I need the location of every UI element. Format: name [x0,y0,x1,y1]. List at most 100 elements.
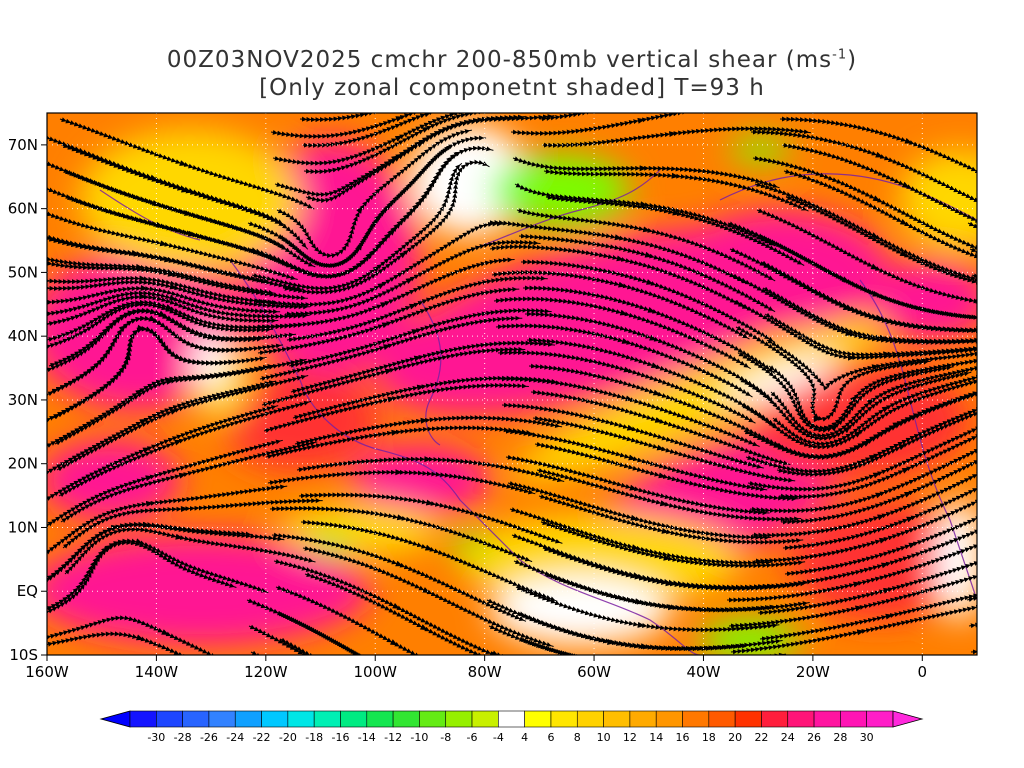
streamline [996,557,1024,587]
colorbar-label: -6 [467,731,478,744]
colorbar-swatch [682,710,710,728]
colorbar-swatch [840,710,867,728]
streamline-arrow [145,475,153,482]
lat-tick-label: 30N [8,391,38,409]
streamline [971,269,977,293]
colorbar-label: 28 [833,731,847,744]
lon-tick-label: 60W [577,663,611,681]
lon-tick-label: 0 [918,663,928,681]
streamline [1005,274,1024,315]
colorbar-label: 10 [597,731,611,744]
streamline-arrow [424,456,432,463]
streamline [1020,119,1024,175]
colorbar-swatch [813,710,841,728]
streamline-arrow [111,524,119,531]
lat-tick-label: 60N [8,200,38,218]
map-frame [46,112,978,656]
streamline [1009,292,1024,366]
streamline-arrow [124,352,131,360]
colorbar-label: -14 [358,731,376,744]
lat-tick-label: 20N [8,455,38,473]
streamline-arrow [424,94,432,100]
streamline [1007,282,1024,340]
colorbar-swatch [734,710,762,728]
chart-title-line1: 00Z03NOV2025 cmchr 200-850mb vertical sh… [0,47,1024,73]
streamline [992,426,1024,535]
streamline-arrow [396,514,405,521]
streamline-arrow [391,429,399,436]
colorbar-swatch [261,710,289,728]
streamline-arrow [645,662,652,668]
lat-tick-label: 50N [8,263,38,281]
colorbar-swatch [708,710,736,728]
title-superscript: -1 [832,47,848,63]
streamline-arrow [420,417,428,424]
streamline [994,482,1024,561]
colorbar-high-triangle [892,710,924,728]
streamline [995,184,1024,232]
lat-tick-label: 10N [8,518,38,536]
lon-tick-label: 80W [468,663,502,681]
colorbar-low-triangle [99,710,131,728]
colorbar-swatch [156,710,183,728]
lat-lon-gridlines [47,113,977,655]
streamline [539,113,800,122]
streamline-arrow [384,368,393,375]
lon-tick-label: 160W [25,663,69,681]
streamline [993,158,1024,216]
colorbar-swatch [287,710,315,728]
lat-tick-label: 70N [8,136,38,154]
streamline [988,363,1024,483]
colorbar-swatch [498,710,525,728]
colorbar-label: 22 [754,731,768,744]
colorbar-swatch [524,710,552,728]
colorbar-swatch [550,710,578,728]
streamline-arrow [664,89,672,95]
streamline [991,132,1024,196]
colorbar-label: -26 [200,731,218,744]
lat-tick-label: 10S [9,646,38,664]
streamline [986,342,1024,457]
colorbar-label: -8 [440,731,451,744]
streamline-arrow [637,117,645,124]
streamline [970,647,977,655]
lat-tick-label: EQ [17,582,38,600]
lon-tick-label: 100W [354,663,398,681]
colorbar-swatch [445,710,473,728]
colorbar-swatch [182,710,210,728]
colorbar-label: 14 [649,731,663,744]
streamline-arrow [669,131,677,137]
streamline [1017,352,1024,470]
colorbar-swatch [866,710,894,728]
colorbar-label: -30 [147,731,165,744]
colorbar-label: -4 [493,731,504,744]
colorbar-label: 20 [728,731,742,744]
colorbar-label: 26 [807,731,821,744]
lon-tick-label: 140W [135,663,179,681]
colorbar: -30 -28 -26 -24 -22 -20 -18 -16 -14 -12 -10 -8 -6 -4 4… [99,710,924,744]
colorbar-swatch [419,710,447,728]
vertical-shear-streamlines [47,89,1024,690]
streamline [999,236,1024,262]
streamline [978,293,1024,353]
streamline-arrow [425,499,434,506]
colorbar-label: -24 [226,731,244,744]
colorbar-swatch [761,710,789,728]
lon-tick-label: 40W [687,663,721,681]
chart-title-line2: [Only zonal componetnt shaded] T=93 h [259,75,765,101]
streamline [975,326,977,328]
colorbar-label: 4 [521,731,528,744]
streamline-arrow [611,660,618,666]
colorbar-label: -18 [305,731,323,744]
colorbar-swatch [655,710,683,728]
streamline-arrow [139,293,147,300]
colorbar-swatch [471,710,499,728]
lat-tick-label: 40N [8,327,38,345]
streamline [1003,265,1024,293]
colorbar-swatch [340,710,368,728]
colorbar-label: 12 [623,731,637,744]
streamline-arrow [360,684,368,690]
colorbar-label: -12 [384,731,402,744]
streamline [1013,316,1024,418]
